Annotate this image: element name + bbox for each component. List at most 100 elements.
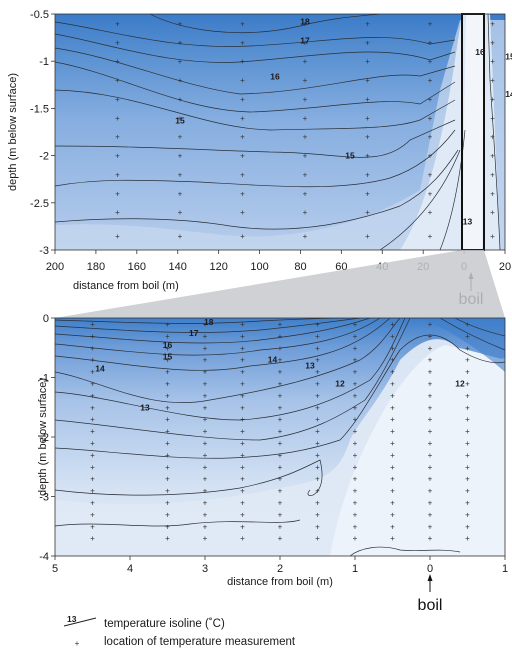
- measurement-point: +: [465, 463, 470, 472]
- measurement-point: +: [115, 232, 120, 241]
- measurement-point: +: [490, 232, 495, 241]
- measurement-point: +: [303, 38, 308, 47]
- measurement-point: +: [428, 189, 433, 198]
- isoline-label: 14: [268, 355, 278, 365]
- measurement-point: +: [278, 344, 283, 353]
- measurement-point: +: [390, 534, 395, 543]
- measurement-point: +: [90, 534, 95, 543]
- measurement-point: +: [428, 356, 433, 365]
- measurement-point: +: [315, 332, 320, 341]
- legend-measurement-symbol: +: [75, 639, 80, 648]
- measurement-point: +: [303, 114, 308, 123]
- measurement-point: +: [90, 463, 95, 472]
- measurement-point: +: [428, 114, 433, 123]
- measurement-point: +: [240, 379, 245, 388]
- measurement-point: +: [90, 487, 95, 496]
- measurement-point: +: [278, 427, 283, 436]
- y-tick-label: -2.5: [30, 198, 49, 210]
- measurement-point: +: [465, 368, 470, 377]
- measurement-point: +: [240, 487, 245, 496]
- measurement-point: +: [490, 170, 495, 179]
- measurement-point: +: [353, 510, 358, 519]
- measurement-point: +: [90, 498, 95, 507]
- x-tick-label: 3: [202, 563, 208, 575]
- measurement-point: +: [240, 95, 245, 104]
- x-tick-label: 5: [52, 563, 58, 575]
- measurement-point: +: [115, 114, 120, 123]
- measurement-point: +: [203, 403, 208, 412]
- measurement-markers-bottom: + + + + + + + + + + + + + + + + + + + + + + + + + + + + + + + + + + + + + + + +…: [90, 320, 470, 543]
- measurement-point: +: [390, 356, 395, 365]
- legend: 13 temperature isoline (˚C) + location o…: [63, 614, 296, 648]
- measurement-point: +: [178, 19, 183, 28]
- measurement-point: +: [178, 38, 183, 47]
- measurement-point: +: [165, 368, 170, 377]
- measurement-point: +: [428, 368, 433, 377]
- x-tick-label: 20: [499, 261, 511, 273]
- measurement-point: +: [303, 57, 308, 66]
- y-tick-label: -0.5: [30, 9, 49, 21]
- y-ticks-bottom: 0 -1 -2 -3 -4: [39, 313, 55, 563]
- measurement-point: +: [303, 76, 308, 85]
- measurement-point: +: [240, 439, 245, 448]
- isoline-label: 16: [475, 47, 485, 57]
- legend-measurement-text: location of temperature measurement: [104, 636, 296, 648]
- measurement-point: +: [90, 439, 95, 448]
- measurement-point: +: [365, 95, 370, 104]
- isoline-top: [55, 129, 456, 188]
- measurement-point: +: [365, 38, 370, 47]
- measurement-point: +: [165, 356, 170, 365]
- measurement-point: +: [390, 320, 395, 329]
- measurement-point: +: [203, 427, 208, 436]
- isoline-top: [487, 14, 501, 250]
- x-tick-label: 140: [169, 261, 187, 273]
- measurement-point: +: [240, 189, 245, 198]
- isoline-top: [439, 129, 466, 250]
- measurement-point: +: [390, 463, 395, 472]
- isoline-label: 15: [505, 51, 512, 61]
- measurement-point: +: [303, 189, 308, 198]
- measurement-point: +: [240, 534, 245, 543]
- measurement-point: +: [240, 170, 245, 179]
- measurement-point: +: [203, 498, 208, 507]
- isoline-bottom: [55, 334, 505, 459]
- isoline-bottom: [55, 318, 371, 344]
- isoline-bottom: [55, 318, 406, 421]
- measurement-point: +: [90, 475, 95, 484]
- measurement-point: +: [240, 522, 245, 531]
- measurement-point: +: [353, 391, 358, 400]
- measurement-point: +: [303, 170, 308, 179]
- measurement-point: +: [90, 368, 95, 377]
- measurement-point: +: [428, 76, 433, 85]
- measurement-point: +: [278, 510, 283, 519]
- measurement-point: +: [465, 451, 470, 460]
- measurement-point: +: [465, 522, 470, 531]
- measurement-point: +: [315, 320, 320, 329]
- measurement-point: +: [203, 332, 208, 341]
- x-tick-label: 2: [277, 563, 283, 575]
- measurement-markers-top: + + + + + + + + + + + + + + + + + + + + + + + + + + + + + + + + + + + + + + + +…: [115, 19, 495, 241]
- measurement-point: +: [165, 320, 170, 329]
- measurement-point: +: [315, 391, 320, 400]
- isoline-label: 18: [204, 317, 214, 327]
- isoline-top: [55, 61, 456, 113]
- measurement-point: +: [178, 76, 183, 85]
- measurement-point: +: [178, 170, 183, 179]
- measurement-point: +: [240, 57, 245, 66]
- measurement-point: +: [315, 356, 320, 365]
- measurement-point: +: [203, 391, 208, 400]
- measurement-point: +: [278, 415, 283, 424]
- measurement-point: +: [428, 170, 433, 179]
- isoline-label: 13: [140, 402, 150, 412]
- measurement-point: +: [465, 510, 470, 519]
- measurement-point: +: [203, 534, 208, 543]
- measurement-point: +: [278, 356, 283, 365]
- measurement-point: +: [203, 320, 208, 329]
- measurement-point: +: [353, 475, 358, 484]
- measurement-point: +: [428, 208, 433, 217]
- y-ticks-top: -0.5 -1 -1.5 -2 -2.5 -3: [30, 9, 55, 257]
- measurement-point: +: [303, 152, 308, 161]
- x-tick-label: 120: [209, 261, 227, 273]
- measurement-point: +: [115, 152, 120, 161]
